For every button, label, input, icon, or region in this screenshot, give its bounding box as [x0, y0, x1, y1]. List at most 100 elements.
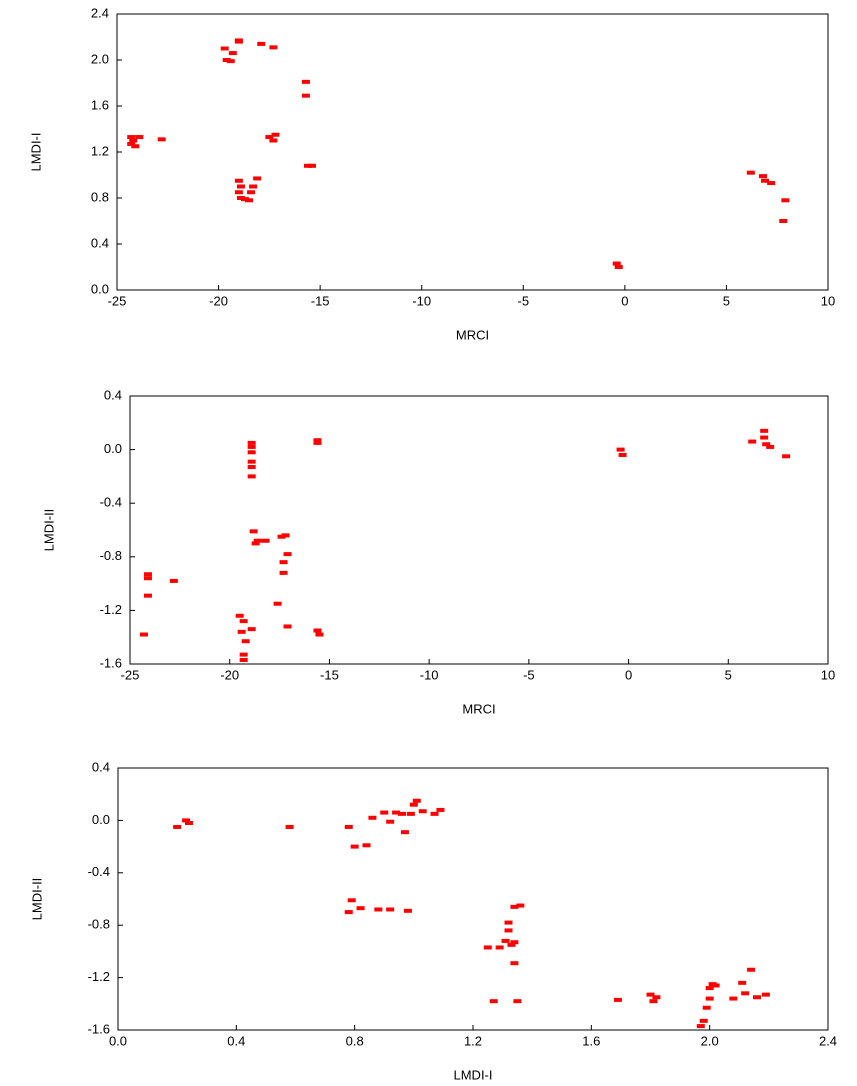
y-tick-label: -1.2: [88, 969, 110, 984]
scatter-point: [767, 181, 776, 186]
scatter-point: [386, 907, 395, 912]
plot-frame: [129, 395, 829, 665]
scatter-point: [702, 1005, 711, 1010]
scatter-point: [386, 819, 395, 824]
x-tick-label: -10: [420, 667, 439, 682]
y-tick-label: 0.4: [104, 387, 122, 402]
x-tick-label: -15: [320, 667, 339, 682]
scatter-point: [748, 439, 757, 444]
scatter-point: [247, 465, 256, 470]
scatter-point: [406, 811, 415, 816]
scatter-point: [247, 474, 256, 479]
scatter-point: [234, 178, 243, 183]
scatter-point: [614, 265, 623, 269]
y-tick-label: 0.0: [92, 812, 110, 827]
scatter-point: [127, 135, 136, 140]
scatter-point: [234, 39, 243, 44]
scatter-point: [501, 938, 510, 943]
scatter-point: [143, 576, 152, 581]
x-tick-label: 1.2: [464, 1033, 482, 1048]
scatter-point: [236, 184, 245, 189]
y-axis-label: LMDI-II: [41, 509, 56, 552]
y-tick-label: -1.6: [88, 1021, 110, 1036]
scatter-point: [131, 144, 140, 149]
scatter-point: [236, 196, 245, 200]
scatter-point: [241, 639, 250, 644]
y-tick-label: -0.8: [100, 548, 122, 563]
scatter-point: [430, 811, 439, 816]
y-tick-label: 0.0: [104, 441, 122, 456]
x-tick-label: -15: [311, 293, 330, 308]
scatter-point: [418, 809, 427, 814]
x-tick-label: 0.4: [227, 1033, 245, 1048]
scatter-point: [234, 190, 243, 195]
scatter-point: [247, 440, 256, 445]
scatter-point: [173, 824, 182, 829]
scatter-point: [220, 46, 229, 51]
scatter-point: [516, 903, 525, 908]
scatter-point: [779, 219, 788, 223]
scatter-point: [513, 999, 522, 1004]
y-tick-label: 0.4: [92, 759, 110, 774]
scatter-point: [253, 538, 262, 543]
scatter-point: [313, 438, 322, 443]
y-axis-label: LMDI-I: [28, 133, 43, 172]
x-tick-label: -20: [220, 667, 239, 682]
scatter-point: [616, 447, 625, 452]
scatter-point: [182, 818, 191, 823]
scatter-point: [239, 619, 248, 624]
scatter-point: [251, 541, 260, 546]
scatter-point: [228, 51, 237, 56]
y-tick-label: 1.6: [91, 97, 109, 112]
x-axis-label: LMDI-I: [454, 1067, 493, 1082]
scatter-point: [436, 807, 445, 812]
scatter-point: [510, 961, 519, 966]
y-tick-label: 2.0: [91, 51, 109, 66]
scatter-point: [705, 996, 714, 1001]
scatter-point: [247, 444, 256, 449]
x-tick-label: 10: [821, 293, 835, 308]
scatter-point: [368, 815, 377, 820]
scatter-point: [301, 93, 310, 98]
scatter-point: [507, 942, 516, 947]
scatter-point: [711, 983, 720, 988]
scatter-point: [257, 41, 266, 46]
scatter-point: [269, 138, 278, 143]
scatter-point: [279, 560, 288, 565]
scatter-point: [127, 141, 136, 146]
x-axis-label: MRCI: [456, 327, 489, 342]
scatter-point: [247, 459, 256, 464]
scatter-point: [613, 997, 622, 1002]
scatter-point: [240, 197, 249, 202]
x-tick-label: 2.0: [701, 1033, 719, 1048]
scatter-point: [253, 176, 262, 181]
scatter-point: [237, 629, 246, 634]
scatter-point: [705, 986, 714, 991]
scatter-point: [222, 58, 231, 62]
scatter-point: [761, 178, 770, 183]
scatter-point: [245, 198, 254, 203]
scatter-point: [281, 533, 290, 538]
scatter-point: [269, 45, 278, 50]
scatter-point: [279, 570, 288, 575]
scatter-point: [649, 999, 658, 1004]
scatter-point: [247, 450, 256, 455]
scatter-point: [247, 190, 256, 195]
y-tick-label: -1.6: [100, 655, 122, 670]
y-tick-label: 0.8: [91, 189, 109, 204]
scatter-point: [374, 907, 383, 912]
scatter-point: [235, 613, 244, 618]
scatter-point: [129, 138, 138, 143]
x-tick-label: -10: [412, 293, 431, 308]
scatter-point: [380, 810, 389, 815]
x-tick-label: 1.6: [582, 1033, 600, 1048]
x-tick-label: -25: [121, 667, 140, 682]
x-tick-label: 2.4: [819, 1033, 837, 1048]
x-tick-label: 0.0: [109, 1033, 127, 1048]
scatter-point: [157, 137, 166, 142]
scatter-point: [271, 132, 280, 137]
scatter-point: [308, 163, 317, 168]
scatter-point: [261, 538, 270, 543]
scatter-point: [495, 945, 504, 950]
scatter-point: [392, 810, 401, 815]
